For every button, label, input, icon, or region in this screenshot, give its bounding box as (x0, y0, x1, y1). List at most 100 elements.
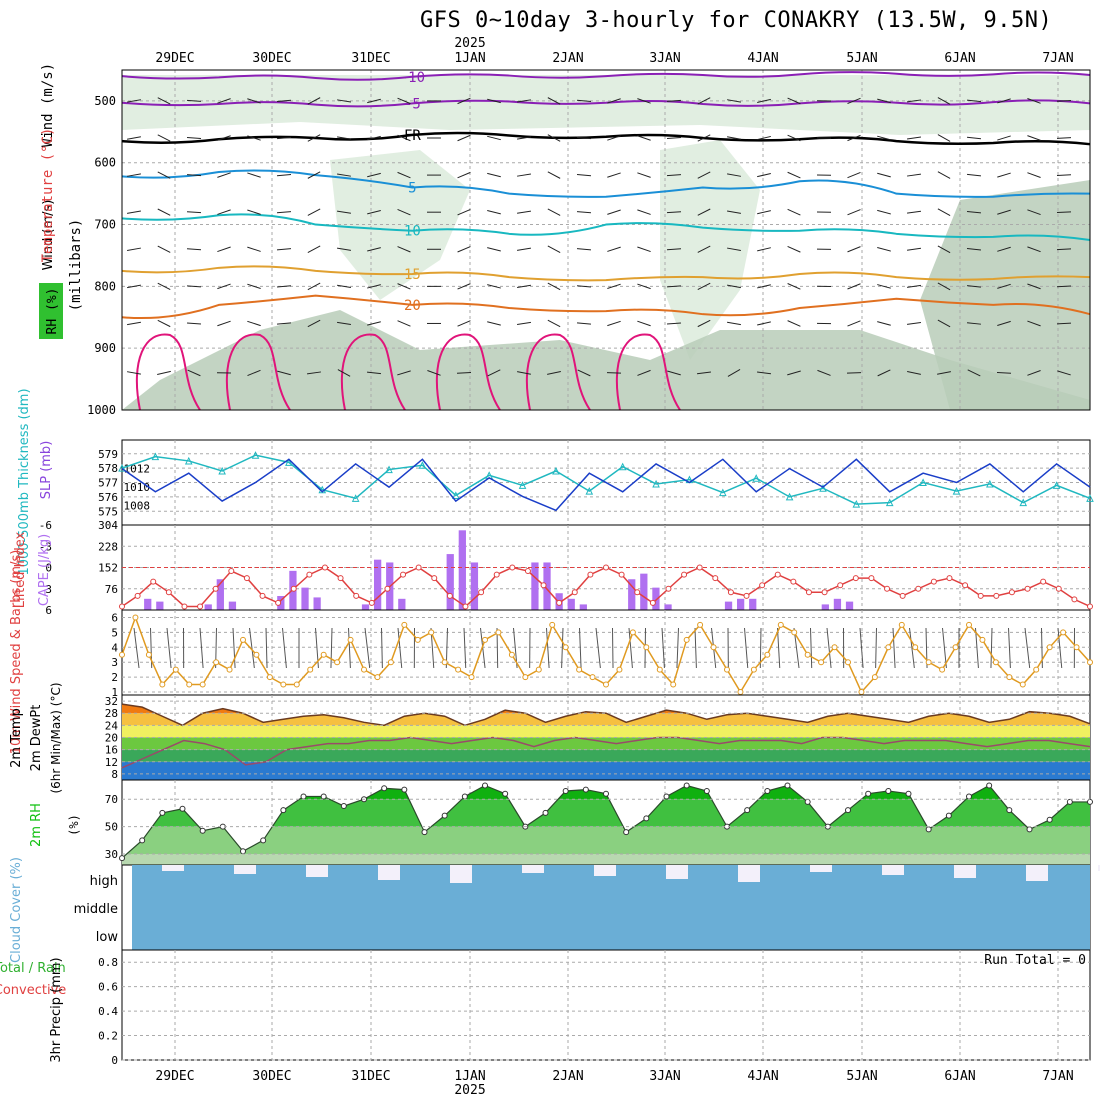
wind-barb (1027, 135, 1041, 141)
wind-barb (247, 135, 261, 141)
lifted-index-line-point (603, 564, 609, 571)
lifted-index-line-point (119, 603, 125, 610)
wind-speed-line-point (966, 621, 972, 628)
wind-speed-line-point (629, 629, 636, 636)
wind-barb (337, 210, 351, 214)
wind-barb (397, 134, 411, 142)
wind-speed-line-point (871, 674, 878, 681)
wind-speed-line-point (724, 666, 730, 673)
wind-barb (892, 627, 896, 669)
precip-tick-label: 0.4 (98, 1005, 118, 1018)
lifted-index-line-point (259, 592, 266, 599)
isotherm-label: 15 (404, 267, 421, 283)
wind-barb (276, 211, 292, 214)
wind-speed-line-point (562, 644, 569, 651)
axis-label-millibars: (millibars) (68, 219, 84, 312)
wind-barb (628, 627, 633, 669)
wind-speed-line-point (119, 651, 125, 658)
axis-label-cloud: Cloud Cover (%) (9, 857, 24, 963)
lifted-index-line-point (587, 571, 594, 578)
lifted-index-line-point (243, 575, 250, 582)
lifted-index-line-point (275, 599, 282, 606)
lifted-index-line-point (165, 589, 172, 596)
lifted-index-line-point (290, 585, 297, 592)
wind-barb (247, 209, 261, 215)
wind-speed-line-point (1087, 659, 1093, 666)
wind-barb (307, 319, 321, 328)
wind-barb (397, 283, 411, 290)
wind-barb (166, 627, 172, 669)
wind-barb (906, 247, 922, 251)
wind-barb (427, 370, 441, 376)
rh-point (502, 790, 509, 797)
wind-barb (1008, 627, 1011, 669)
lifted-index-line-point (197, 603, 204, 610)
thickness-line-point (151, 452, 160, 461)
wind-speed-line-point (361, 666, 367, 673)
slp-tick-label: 1008 (124, 500, 151, 513)
cloud-gap (954, 865, 976, 878)
rh-point (986, 782, 993, 789)
wind-speed-line-point (710, 644, 717, 651)
lifted-index-line-point (805, 589, 812, 596)
lifted-index-line-point (384, 585, 391, 592)
thickness-line-point (986, 479, 994, 488)
axis-label-slp: SLP (mb) (39, 441, 54, 500)
wind-barb (787, 320, 801, 327)
wind-barb (367, 210, 381, 215)
wind-barb (1027, 320, 1041, 327)
wind-barb (277, 370, 291, 376)
wind-barb (757, 247, 771, 252)
wind-barb (487, 321, 501, 326)
wind-barb (576, 99, 592, 103)
wind-speed-line-point (401, 621, 408, 628)
wind-barb (547, 208, 561, 216)
wind-speed-line-point (898, 621, 905, 628)
wind-speed-line-point (925, 659, 932, 666)
wind-tick-label: 6 (111, 611, 118, 624)
date-label-top: 6JAN (944, 51, 975, 66)
cape-tick-label: 304 (98, 519, 118, 532)
wind-barb (697, 171, 711, 179)
wind-barb (937, 208, 951, 217)
wind-barb (1057, 370, 1071, 376)
rh-point (280, 807, 287, 814)
cape-bar (664, 604, 672, 610)
wind-barb (637, 320, 651, 327)
wind-barb (787, 97, 801, 105)
wind-barb (337, 247, 351, 251)
wind-barb (937, 134, 951, 142)
wind-barb (937, 97, 951, 105)
cape-bar (228, 601, 237, 610)
cape-bar (156, 601, 164, 610)
wind-barb (579, 627, 582, 669)
wind-barb (576, 322, 592, 325)
wind-barb (307, 134, 321, 142)
wind-barb (247, 172, 261, 178)
wind-speed-line-point (213, 659, 220, 666)
wind-barb (337, 284, 351, 288)
isotherm-line (121, 294, 1091, 320)
year-label-bottom: 2025 (454, 1083, 485, 1098)
lifted-index-line-point (852, 575, 859, 582)
wind-barb (787, 283, 801, 290)
date-label-bottom: 29DEC (155, 1069, 194, 1084)
cape-bar (628, 579, 636, 610)
lifted-index-line-point (524, 568, 531, 575)
wind-speed-line-point (791, 629, 798, 636)
thickness-line-point (385, 465, 393, 474)
lifted-index-line-point (790, 578, 797, 585)
wind-barb (547, 319, 561, 328)
cloud-gap (594, 865, 616, 876)
wind-barb (907, 370, 921, 375)
rh-point (905, 790, 912, 797)
axis-label-rh: RH (%) (45, 288, 60, 335)
thickness-tick-label: 575 (98, 505, 118, 518)
wind-barb (906, 99, 922, 103)
wind-speed-line-point (172, 666, 179, 673)
lifted-index-line-point (337, 575, 344, 582)
wind-barb (127, 136, 141, 140)
wind-barb (487, 210, 501, 215)
wind-barb (561, 627, 564, 669)
date-label-top: 31DEC (351, 51, 390, 66)
